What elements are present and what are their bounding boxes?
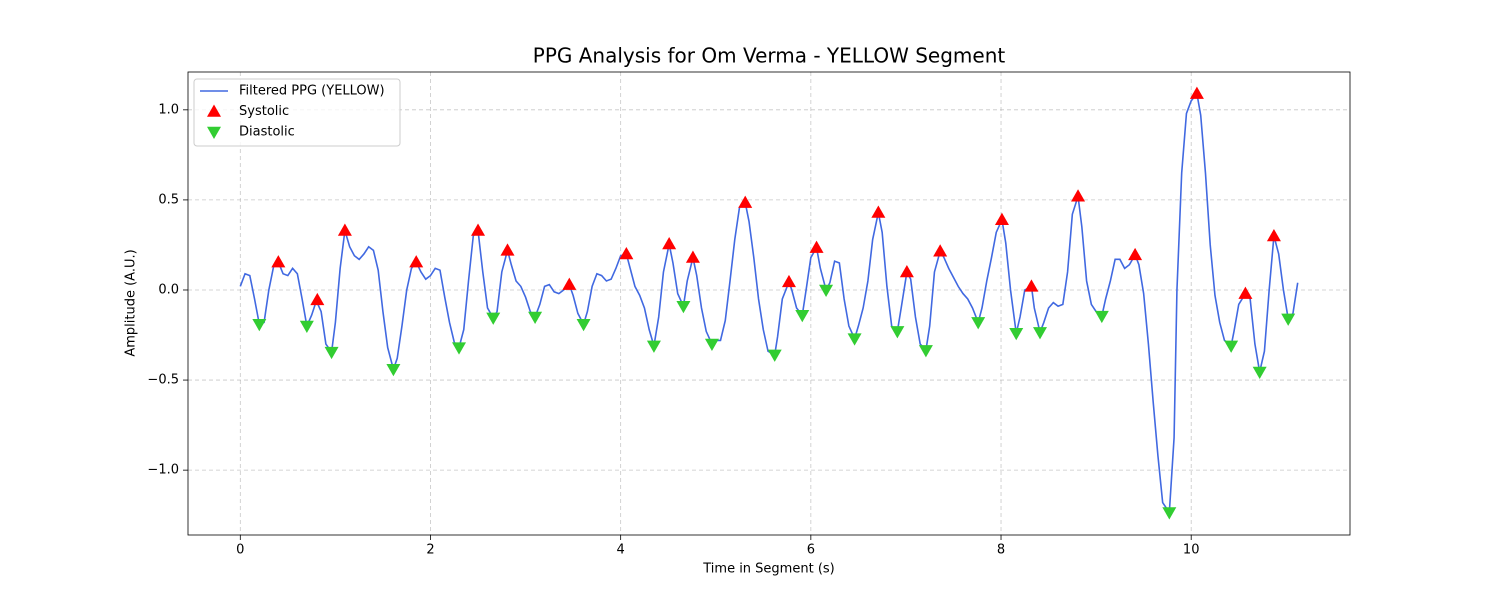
diastolic-marker — [528, 311, 543, 325]
diastolic-marker — [324, 346, 339, 360]
legend-label: Diastolic — [239, 125, 295, 140]
diastolic-marker — [1009, 327, 1024, 341]
systolic-marker — [662, 237, 677, 250]
y-tick-label: −1.0 — [147, 463, 179, 478]
systolic-marker — [310, 292, 325, 306]
systolic-marker — [471, 223, 486, 236]
x-tick-label: 2 — [426, 543, 434, 558]
legend-swatch — [207, 104, 221, 117]
diastolic-marker — [1281, 313, 1296, 326]
systolic-marker — [271, 255, 286, 268]
diastolic-marker — [486, 312, 501, 325]
systolic-marker — [1024, 279, 1039, 292]
legend-swatch — [207, 126, 221, 139]
diastolic-marker — [890, 326, 905, 339]
y-axis-label: Amplitude (A.U.) — [124, 249, 139, 356]
diastolic-marker — [1224, 340, 1239, 353]
systolic-marker — [1238, 286, 1253, 299]
systolic-marker — [781, 274, 796, 288]
systolic-marker — [933, 244, 948, 257]
systolic-marker — [899, 264, 914, 278]
diastolic-marker — [767, 349, 782, 362]
diastolic-marker — [299, 320, 314, 334]
systolic-marker — [619, 246, 634, 260]
systolic-marker — [685, 250, 700, 263]
chart-title: PPG Analysis for Om Verma - YELLOW Segme… — [533, 44, 1006, 68]
systolic-marker — [1189, 86, 1204, 99]
systolic-marker — [809, 240, 824, 253]
diastolic-marker — [918, 345, 933, 358]
systolic-marker — [1128, 247, 1143, 261]
x-tick-label: 8 — [997, 543, 1005, 558]
diastolic-marker — [1033, 327, 1048, 340]
diastolic-marker — [1162, 507, 1177, 520]
y-tick-label: −0.5 — [147, 373, 179, 388]
y-tick-label: 1.0 — [158, 102, 179, 117]
diastolic-marker — [452, 342, 467, 355]
y-tick-label: 0.0 — [158, 282, 179, 297]
plot-frame — [187, 71, 1351, 536]
diastolic-marker — [704, 338, 719, 352]
systolic-marker — [994, 212, 1009, 225]
systolic-marker — [738, 195, 753, 208]
ppg-line — [239, 91, 1299, 515]
systolic-marker — [1266, 228, 1281, 242]
systolic-marker — [409, 255, 424, 268]
systolic-marker — [337, 223, 352, 236]
diastolic-marker — [386, 364, 401, 377]
systolic-marker — [871, 205, 886, 218]
diastolic-marker — [676, 300, 691, 314]
diastolic-marker — [795, 309, 810, 323]
y-tick-label: 0.5 — [158, 192, 179, 207]
x-tick-label: 6 — [807, 543, 815, 558]
x-tick-label: 10 — [1183, 543, 1200, 558]
systolic-marker — [1071, 189, 1086, 202]
diastolic-marker — [971, 317, 986, 330]
diastolic-marker — [252, 318, 267, 332]
diastolic-marker — [819, 284, 834, 297]
legend-label: Filtered PPG (YELLOW) — [239, 84, 385, 99]
diastolic-marker — [847, 333, 862, 346]
diastolic-marker — [1252, 366, 1267, 379]
systolic-marker — [562, 277, 577, 290]
diastolic-marker — [1094, 310, 1109, 324]
x-tick-label: 0 — [236, 543, 244, 558]
diastolic-marker — [576, 318, 591, 332]
diastolic-marker — [646, 340, 661, 353]
x-tick-label: 4 — [617, 543, 625, 558]
systolic-marker — [500, 243, 515, 256]
x-axis-label: Time in Segment (s) — [702, 562, 834, 577]
legend-label: Systolic — [239, 104, 289, 119]
legend-box — [193, 78, 401, 147]
